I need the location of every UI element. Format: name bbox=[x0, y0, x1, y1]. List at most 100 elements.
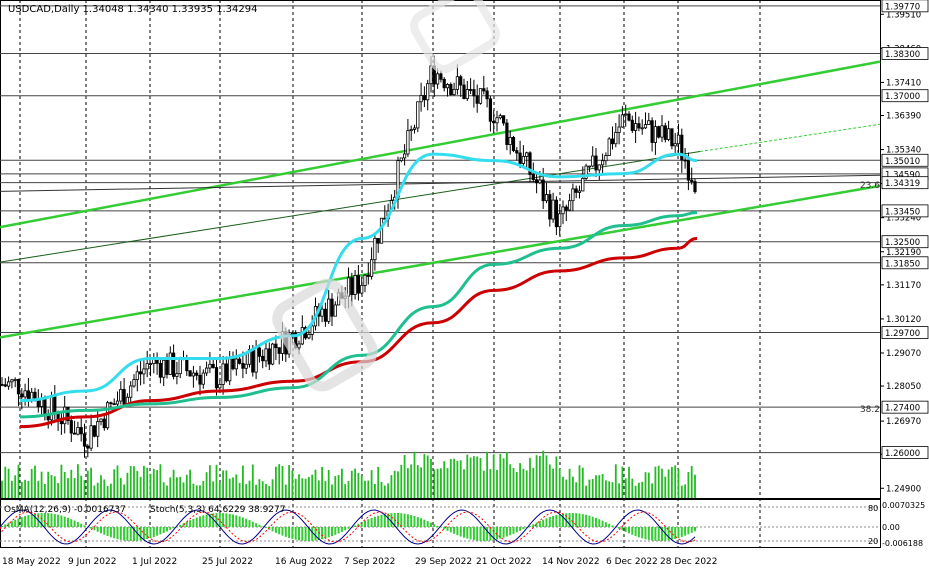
volume-bar bbox=[136, 471, 138, 498]
candle-body bbox=[456, 77, 458, 90]
candle-body bbox=[469, 89, 471, 90]
osma-bar bbox=[206, 515, 208, 527]
candle-body bbox=[463, 85, 465, 99]
volume-bar bbox=[199, 485, 201, 498]
volume-bar bbox=[608, 481, 610, 498]
volume-bar bbox=[229, 479, 231, 498]
volume-bar bbox=[579, 465, 581, 498]
osma-bar bbox=[516, 527, 518, 532]
candle-body bbox=[545, 195, 547, 201]
volume-bar bbox=[688, 472, 690, 498]
osma-bar bbox=[552, 516, 554, 527]
volume-bar bbox=[414, 452, 416, 498]
candle-body bbox=[489, 99, 491, 121]
candle-body bbox=[625, 114, 627, 115]
osma-bar bbox=[628, 527, 630, 533]
candle-body bbox=[331, 299, 333, 316]
candle-body bbox=[400, 158, 402, 161]
osma-bar bbox=[678, 527, 680, 538]
volume-bar bbox=[103, 479, 105, 498]
osma-bar bbox=[103, 527, 105, 535]
osma-bar bbox=[100, 527, 102, 533]
osma-bar bbox=[4, 524, 6, 527]
volume-bar bbox=[641, 482, 643, 498]
candle-body bbox=[77, 427, 79, 434]
osma-bar bbox=[420, 518, 422, 527]
osma-bar bbox=[480, 527, 482, 541]
osma-bar bbox=[529, 526, 531, 527]
candle-body bbox=[21, 394, 23, 397]
volume-bar bbox=[278, 464, 280, 498]
candle-body bbox=[219, 384, 221, 387]
volume-bar bbox=[47, 472, 49, 498]
candle-body bbox=[595, 156, 597, 170]
osma-bar bbox=[595, 518, 597, 527]
volume-bar bbox=[107, 486, 109, 498]
candle-body bbox=[278, 348, 280, 354]
candle-body bbox=[542, 180, 544, 201]
volume-bar bbox=[473, 456, 475, 498]
candle-body bbox=[413, 128, 415, 129]
volume-bar bbox=[394, 471, 396, 498]
volume-bar bbox=[480, 458, 482, 498]
volume-bar bbox=[427, 455, 429, 498]
volume-bar bbox=[440, 468, 442, 498]
osma-bar bbox=[202, 515, 204, 527]
x-tick-label: 16 Aug 2022 bbox=[275, 557, 333, 567]
candle-body bbox=[364, 275, 366, 285]
volume-bar bbox=[4, 467, 6, 498]
volume-bar bbox=[282, 466, 284, 498]
candle-body bbox=[271, 344, 273, 364]
candle-body bbox=[54, 396, 56, 414]
y-tick-label: 1.26970 bbox=[886, 417, 921, 427]
volume-bar bbox=[691, 466, 693, 498]
osma-bar bbox=[196, 518, 198, 527]
volume-bar bbox=[212, 481, 214, 498]
volume-bar bbox=[499, 454, 501, 498]
fib-label-23-6: 23.6 bbox=[860, 181, 880, 191]
osma-bar bbox=[80, 524, 82, 527]
osma-bar bbox=[18, 518, 20, 527]
y-tick-label: 1.28050 bbox=[886, 382, 921, 392]
candle-body bbox=[436, 74, 438, 84]
candle-body bbox=[674, 144, 676, 146]
osma-bar bbox=[219, 513, 221, 527]
osma-bar bbox=[90, 527, 92, 529]
volume-bar bbox=[519, 463, 521, 498]
candle-body bbox=[539, 180, 541, 183]
indicator-level-label: 0.0070325 bbox=[882, 501, 925, 510]
osma-bar bbox=[354, 525, 356, 527]
volume-bar bbox=[602, 474, 604, 498]
volume-bar bbox=[457, 461, 459, 498]
indicator-level-label: -0.006188 bbox=[882, 539, 923, 548]
volume-bar bbox=[556, 456, 558, 498]
osma-bar bbox=[681, 527, 683, 537]
candle-body bbox=[532, 174, 534, 179]
candle-body bbox=[605, 156, 607, 161]
candle-body bbox=[192, 373, 194, 376]
volume-bar bbox=[513, 468, 515, 498]
volume-bar bbox=[460, 460, 462, 498]
key-level-label: 1.38300 bbox=[885, 50, 920, 60]
osma-bar bbox=[473, 527, 475, 540]
volume-bar bbox=[90, 468, 92, 498]
volume-bar bbox=[331, 485, 333, 498]
osma-bar bbox=[305, 527, 307, 541]
volume-bar bbox=[635, 486, 637, 498]
key-level-label: 1.26000 bbox=[885, 449, 920, 459]
osma-bar bbox=[404, 514, 406, 527]
candle-body bbox=[654, 127, 656, 143]
osma-bar bbox=[645, 527, 647, 539]
volume-bar bbox=[618, 483, 620, 498]
key-level-label: 1.39770 bbox=[885, 2, 920, 12]
osma-bar bbox=[291, 527, 293, 539]
candle-body bbox=[199, 375, 201, 384]
volume-bar bbox=[44, 484, 46, 498]
candle-body bbox=[212, 364, 214, 367]
volume-bar bbox=[143, 466, 145, 498]
osma-bar bbox=[585, 515, 587, 527]
volume-bar bbox=[410, 464, 412, 498]
candle-body bbox=[403, 154, 405, 158]
volume-bar bbox=[235, 474, 237, 498]
candle-body bbox=[568, 201, 570, 210]
